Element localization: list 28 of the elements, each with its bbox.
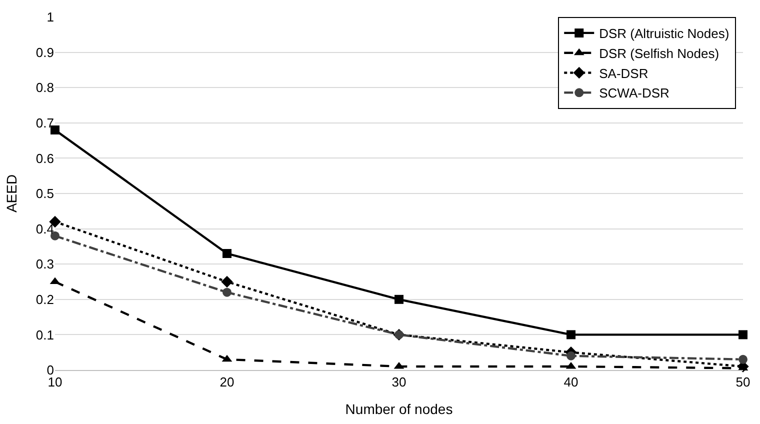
point bbox=[738, 330, 748, 340]
legend-label: DSR (Selfish Nodes) bbox=[599, 46, 720, 61]
y-tick-label: 0.1 bbox=[36, 327, 54, 342]
y-tick-label: 0.3 bbox=[36, 256, 54, 272]
x-tick-label: 30 bbox=[392, 374, 406, 390]
y-tick-label: 0.7 bbox=[36, 115, 54, 130]
y-tick-label: 0.4 bbox=[36, 221, 54, 236]
y-tick-label: 0.9 bbox=[36, 44, 54, 60]
y-tick-label: 0.8 bbox=[36, 80, 54, 96]
legend-label: SCWA-DSR bbox=[599, 86, 670, 101]
x-axis-title: Number of nodes bbox=[345, 400, 453, 417]
point bbox=[394, 294, 404, 304]
y-tick-label: 0.2 bbox=[36, 292, 54, 307]
point bbox=[222, 249, 232, 258]
point bbox=[566, 351, 576, 360]
legend-label: SA-DSR bbox=[599, 66, 648, 81]
point bbox=[566, 330, 576, 340]
y-tick-label: 0.6 bbox=[36, 150, 54, 166]
y-tick-label: 1 bbox=[46, 10, 54, 25]
x-tick-label: 20 bbox=[220, 374, 234, 390]
legend-label: DSR (Altruistic Nodes) bbox=[599, 26, 730, 42]
point bbox=[222, 288, 232, 297]
point bbox=[221, 276, 233, 288]
y-axis-title: AEED bbox=[4, 174, 20, 213]
x-tick-label: 50 bbox=[736, 374, 750, 390]
point bbox=[738, 354, 748, 364]
y-tick-label: 0.5 bbox=[36, 186, 54, 202]
x-tick-label: 40 bbox=[564, 374, 578, 390]
